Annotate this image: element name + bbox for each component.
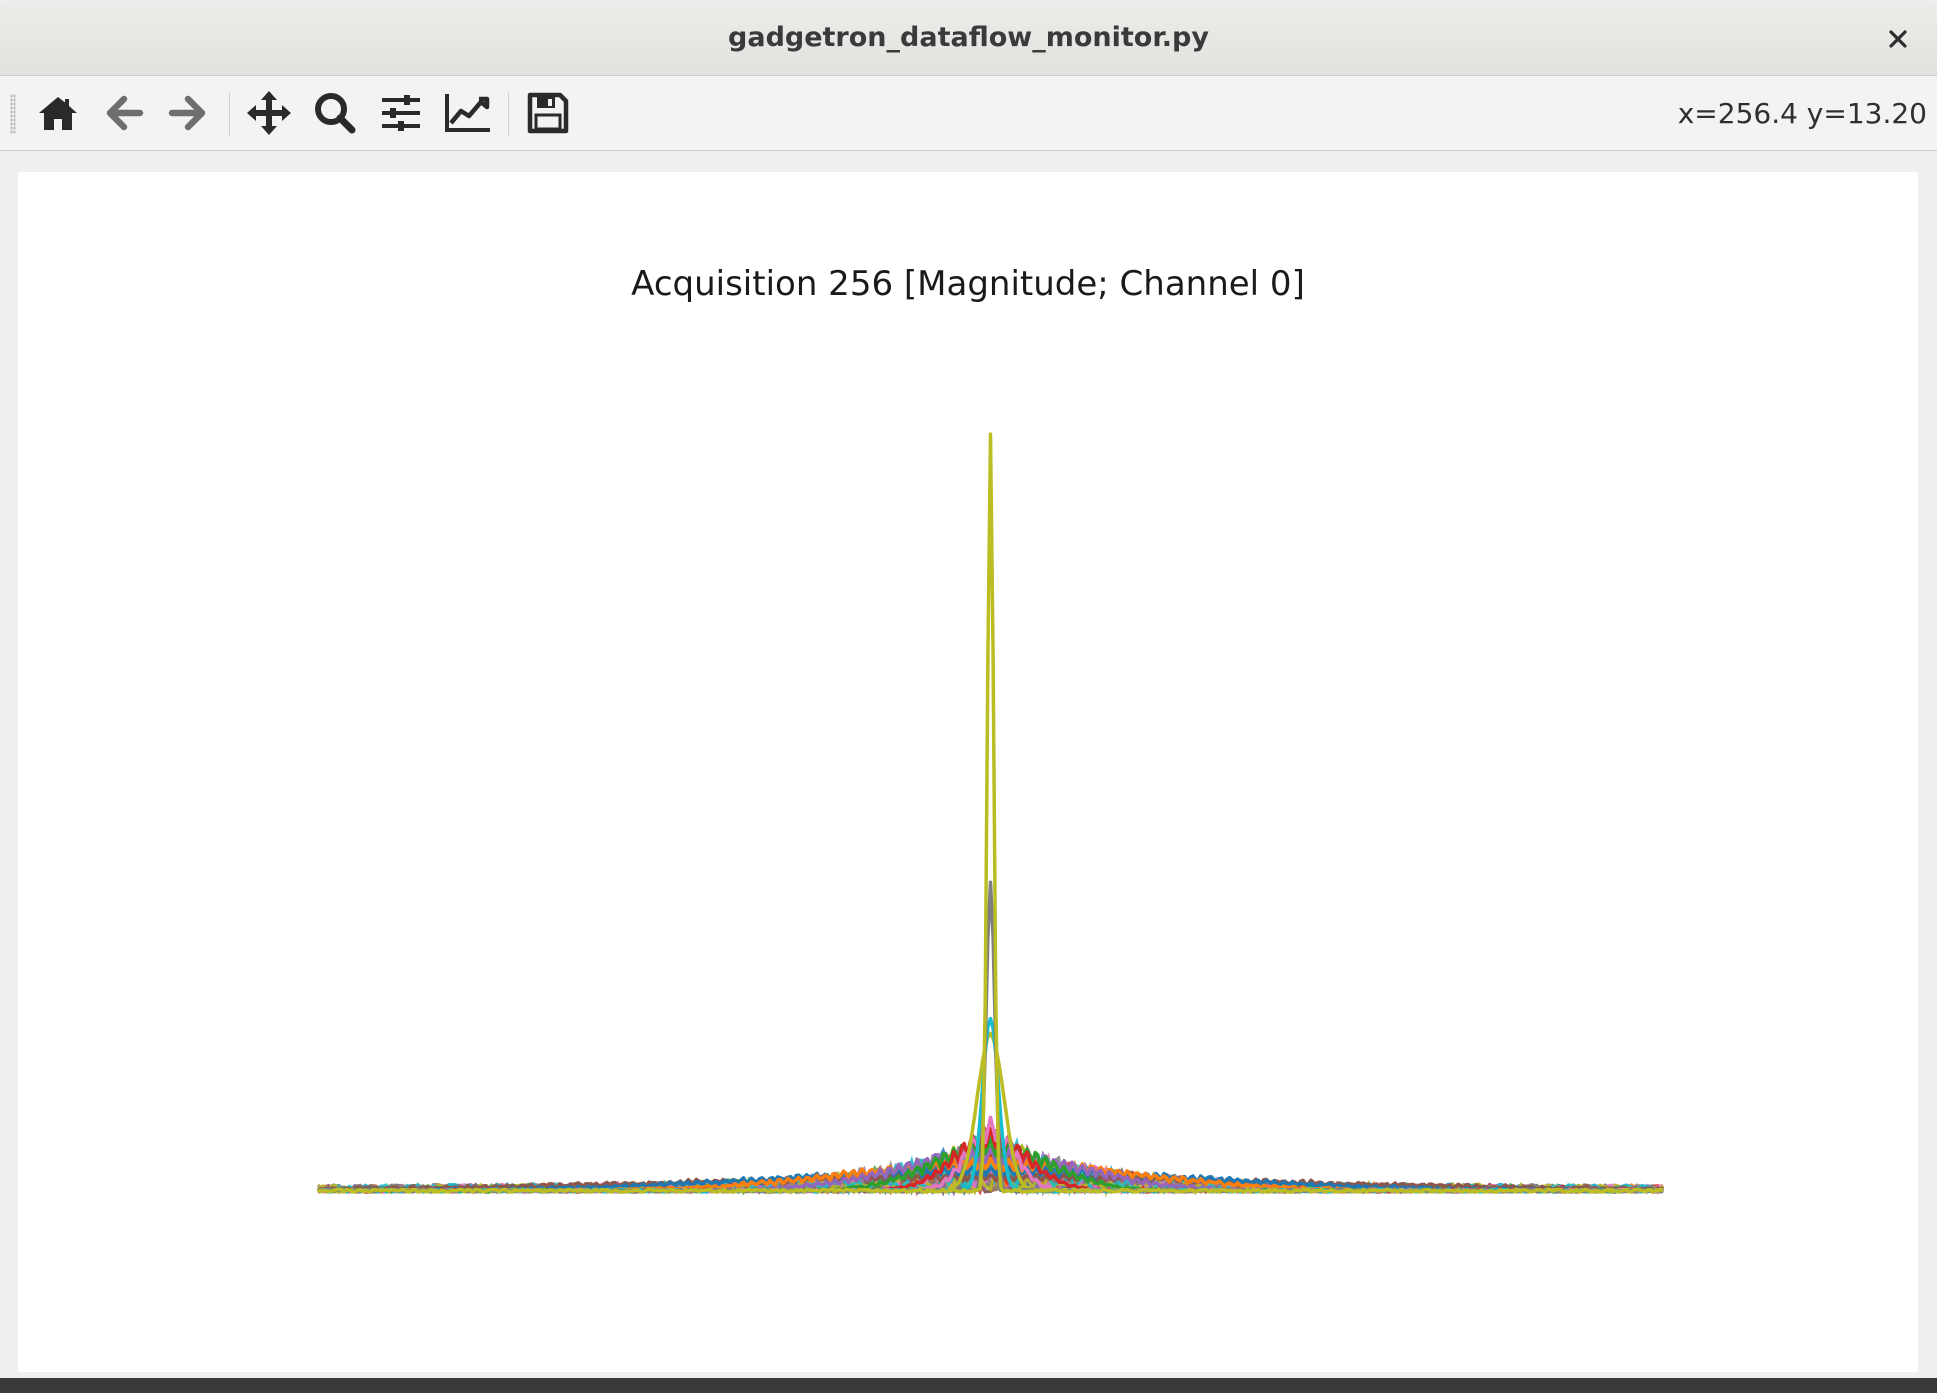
- peak-trace-line-0: [316, 1172, 1664, 1193]
- floppy-disk-icon: [527, 92, 569, 134]
- arrow-right-icon: [168, 95, 206, 131]
- forward-button[interactable]: [160, 86, 216, 140]
- toolbar-grip[interactable]: [10, 94, 16, 134]
- edit-axes-button[interactable]: [440, 86, 496, 140]
- save-button[interactable]: [520, 86, 576, 140]
- title-bar: gadgetron_dataflow_monitor.py: [0, 0, 1937, 76]
- sliders-icon: [382, 95, 420, 131]
- configure-subplots-button[interactable]: [373, 86, 429, 140]
- move-arrows-icon: [247, 91, 291, 135]
- chart-title: Acquisition 256 [Magnitude; Channel 0]: [631, 264, 1305, 304]
- line-chart-icon: [445, 94, 490, 132]
- home-button[interactable]: [30, 86, 86, 140]
- back-button[interactable]: [96, 86, 152, 140]
- cursor-coordinates: x=256.4 y=13.20: [1677, 97, 1927, 130]
- close-button[interactable]: [1879, 20, 1917, 58]
- zoom-button[interactable]: [307, 86, 363, 140]
- navigation-toolbar: x=256.4 y=13.20: [0, 76, 1937, 151]
- peak-trace-line-10: [316, 432, 1664, 1194]
- close-icon: [1889, 30, 1907, 48]
- arrow-left-icon: [106, 95, 144, 131]
- figure-canvas[interactable]: Acquisition 256 [Magnitude; Channel 0]: [18, 172, 1918, 1372]
- toolbar-separator: [229, 92, 230, 136]
- pan-button[interactable]: [241, 86, 297, 140]
- home-icon: [39, 97, 77, 130]
- magnifier-icon: [315, 93, 356, 134]
- background-desktop-strip: [0, 1378, 1937, 1393]
- window-title: gadgetron_dataflow_monitor.py: [728, 22, 1209, 53]
- plot-area[interactable]: [18, 172, 1918, 1372]
- toolbar-separator: [508, 92, 509, 136]
